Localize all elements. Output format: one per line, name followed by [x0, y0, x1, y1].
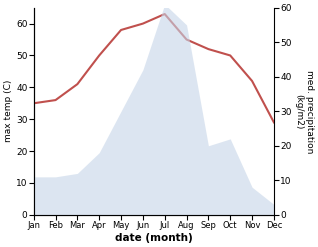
Y-axis label: med. precipitation
(kg/m2): med. precipitation (kg/m2) [294, 70, 314, 153]
X-axis label: date (month): date (month) [115, 233, 193, 243]
Y-axis label: max temp (C): max temp (C) [4, 80, 13, 143]
